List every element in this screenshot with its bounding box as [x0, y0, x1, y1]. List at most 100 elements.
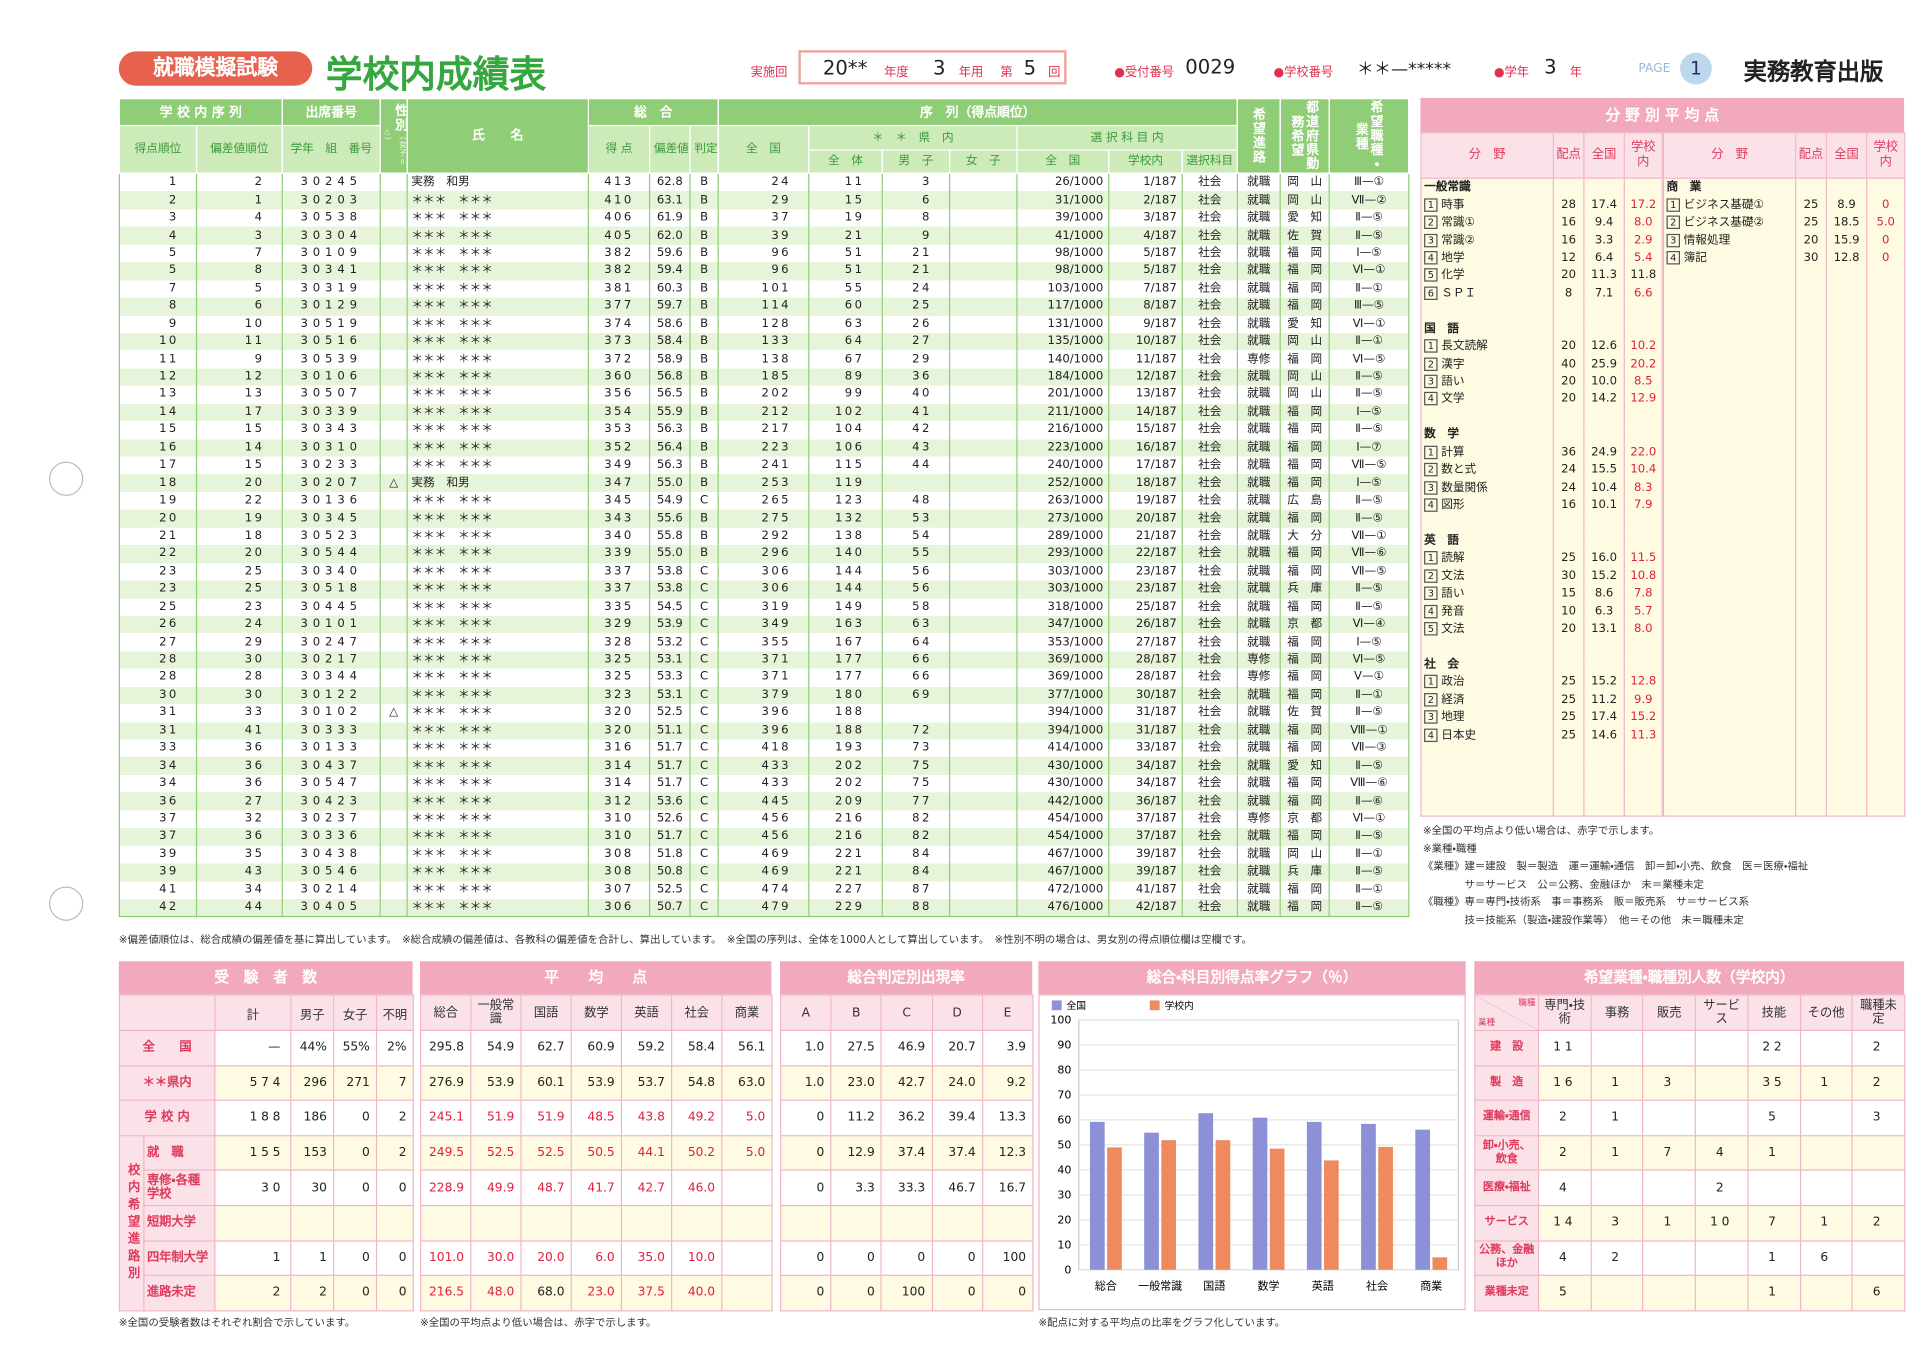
data-row: ＊＊県内 574 296 271 7 — [118, 1064, 414, 1102]
max-score: 20 — [1795, 231, 1827, 250]
y-tick-label: 70 — [1057, 1089, 1071, 1102]
field-row — [1662, 284, 1906, 303]
grade: 3 — [1544, 55, 1557, 79]
cell: 0 — [375, 1239, 414, 1277]
cell: 373 — [587, 332, 651, 351]
cell — [379, 439, 408, 457]
field-row — [1662, 532, 1906, 551]
cell: 37.4 — [880, 1134, 933, 1172]
sheet-title: 学校内成績表 — [325, 53, 547, 97]
cell: 22 — [1747, 1029, 1801, 1067]
cell — [1662, 550, 1797, 568]
cell — [1552, 408, 1585, 427]
cell: 54.5 — [648, 598, 691, 616]
grade-unit: 年 — [1569, 66, 1583, 80]
student-row: 41 34 30214 ＊＊＊ ＊＊＊ 307 52.5 C 474 227 87 472/1000… — [118, 881, 1410, 899]
cell: 3 — [1590, 1204, 1644, 1242]
cell: 2 — [1851, 1064, 1906, 1102]
cell — [948, 580, 1018, 599]
cell — [948, 898, 1018, 918]
field-row — [1662, 443, 1906, 462]
max-score: 25 — [1552, 673, 1585, 692]
cell — [1795, 779, 1827, 798]
cell: 30438 — [281, 845, 381, 864]
field-row: 社 会 — [1420, 656, 1663, 674]
cell: 22 — [118, 545, 198, 563]
cell: 就職 — [1236, 386, 1281, 404]
header-cell: ＊ ＊ 県 内 — [808, 124, 1018, 151]
cell — [1795, 426, 1827, 444]
cell: 14 — [195, 439, 283, 457]
session-box — [798, 50, 1067, 85]
cell: 46.9 — [880, 1029, 933, 1067]
student-row: 31 33 30102 △ ＊＊＊ ＊＊＊ 320 52.5 C 396 188 394/1000 3… — [118, 704, 1410, 722]
item-number: 4 — [1424, 250, 1438, 265]
student-row: 3 4 30538 ＊＊＊ ＊＊＊ 406 61.9 B 37 19 8 39/1000 3/187 社… — [118, 209, 1410, 227]
cell: ＊＊＊ ＊＊＊ — [406, 492, 589, 510]
cell: B — [689, 386, 719, 404]
cell: 99 — [808, 386, 883, 404]
cell: 就職 — [1236, 580, 1281, 599]
cell: 82 — [881, 827, 951, 846]
cell: 273/1000 — [1016, 509, 1110, 528]
cell — [1420, 779, 1554, 798]
cell: Ⅵ—⑤ — [1328, 651, 1410, 669]
data-row: 卸・小売、飲食 2 1 7 4 1 — [1474, 1134, 1906, 1172]
cell: 377/1000 — [1016, 686, 1110, 705]
cell: 30207 — [281, 474, 381, 493]
cell — [1662, 620, 1797, 639]
header-text: 総 合 — [633, 104, 673, 120]
cell: 社会 — [1181, 898, 1238, 918]
cell: 7 — [118, 279, 198, 298]
cell: 30339 — [281, 403, 381, 422]
cell: 福 岡 — [1279, 792, 1330, 811]
cell: 216/1000 — [1016, 421, 1110, 440]
cell: 17/187 — [1108, 456, 1183, 475]
field-row — [1662, 267, 1906, 285]
cell: 26 — [118, 615, 198, 634]
cell: 50.2 — [671, 1134, 723, 1172]
cell: 131/1000 — [1016, 315, 1110, 333]
cell: 193 — [808, 739, 883, 758]
field-name: 2 経済 — [1420, 691, 1554, 710]
cell: 58.4 — [671, 1029, 723, 1067]
cell: Ⅱ—⑤ — [1328, 226, 1410, 245]
header-text: 出席番号 — [305, 104, 357, 120]
cell: ＊＊＊ ＊＊＊ — [406, 332, 589, 351]
cell: 19 — [118, 492, 198, 510]
cell: 岡 山 — [1279, 332, 1330, 351]
legend-swatch — [1051, 1000, 1062, 1011]
item-name: ビジネス基礎② — [1683, 215, 1764, 230]
cell — [948, 262, 1018, 280]
header-cell: 学校内 — [1108, 149, 1183, 174]
cell: Ⅲ—① — [1328, 173, 1410, 192]
header-text: ＊ ＊ 県 内 — [872, 130, 954, 144]
field-table: 分 野配点 全国 学校内商 業 1 ビジネス基礎① 25 8.9 0 2 ビジネス基礎② 25 18.… — [1662, 132, 1906, 817]
cell: 就職 — [1236, 845, 1281, 864]
cell: 19/187 — [1108, 492, 1183, 510]
header-text: 都道府県勤務希望 — [1290, 100, 1320, 172]
cell — [379, 386, 408, 404]
cell: 福 岡 — [1279, 421, 1330, 440]
cell — [1583, 426, 1625, 444]
cell: ＊＊＊ ＊＊＊ — [406, 704, 589, 722]
cell: 社会 — [1181, 421, 1238, 440]
header-row: 職種 業種 専門・技術 事務 販売 サービス 技能 その他 職種未定 — [1474, 994, 1906, 1032]
cell: 12 — [118, 368, 198, 387]
cell: 241 — [717, 456, 810, 475]
field-row: 4 発音 10 6.3 5.7 — [1420, 603, 1663, 621]
cell: 30445 — [281, 598, 381, 616]
cell: 11 — [195, 332, 283, 351]
cell: 就職 — [1236, 492, 1281, 510]
item-number: 4 — [1424, 728, 1438, 742]
cell: 138 — [717, 350, 810, 369]
cell — [948, 456, 1018, 475]
cell — [1590, 1169, 1644, 1207]
cell — [1623, 744, 1663, 763]
cell: Ⅰ—⑤ — [1328, 474, 1410, 493]
header-text: 女 子 — [965, 154, 1001, 168]
cell: 社会 — [1181, 279, 1238, 298]
cell: 30102 — [281, 704, 381, 722]
cell: 10/187 — [1108, 332, 1183, 351]
column-header: A — [779, 994, 832, 1032]
